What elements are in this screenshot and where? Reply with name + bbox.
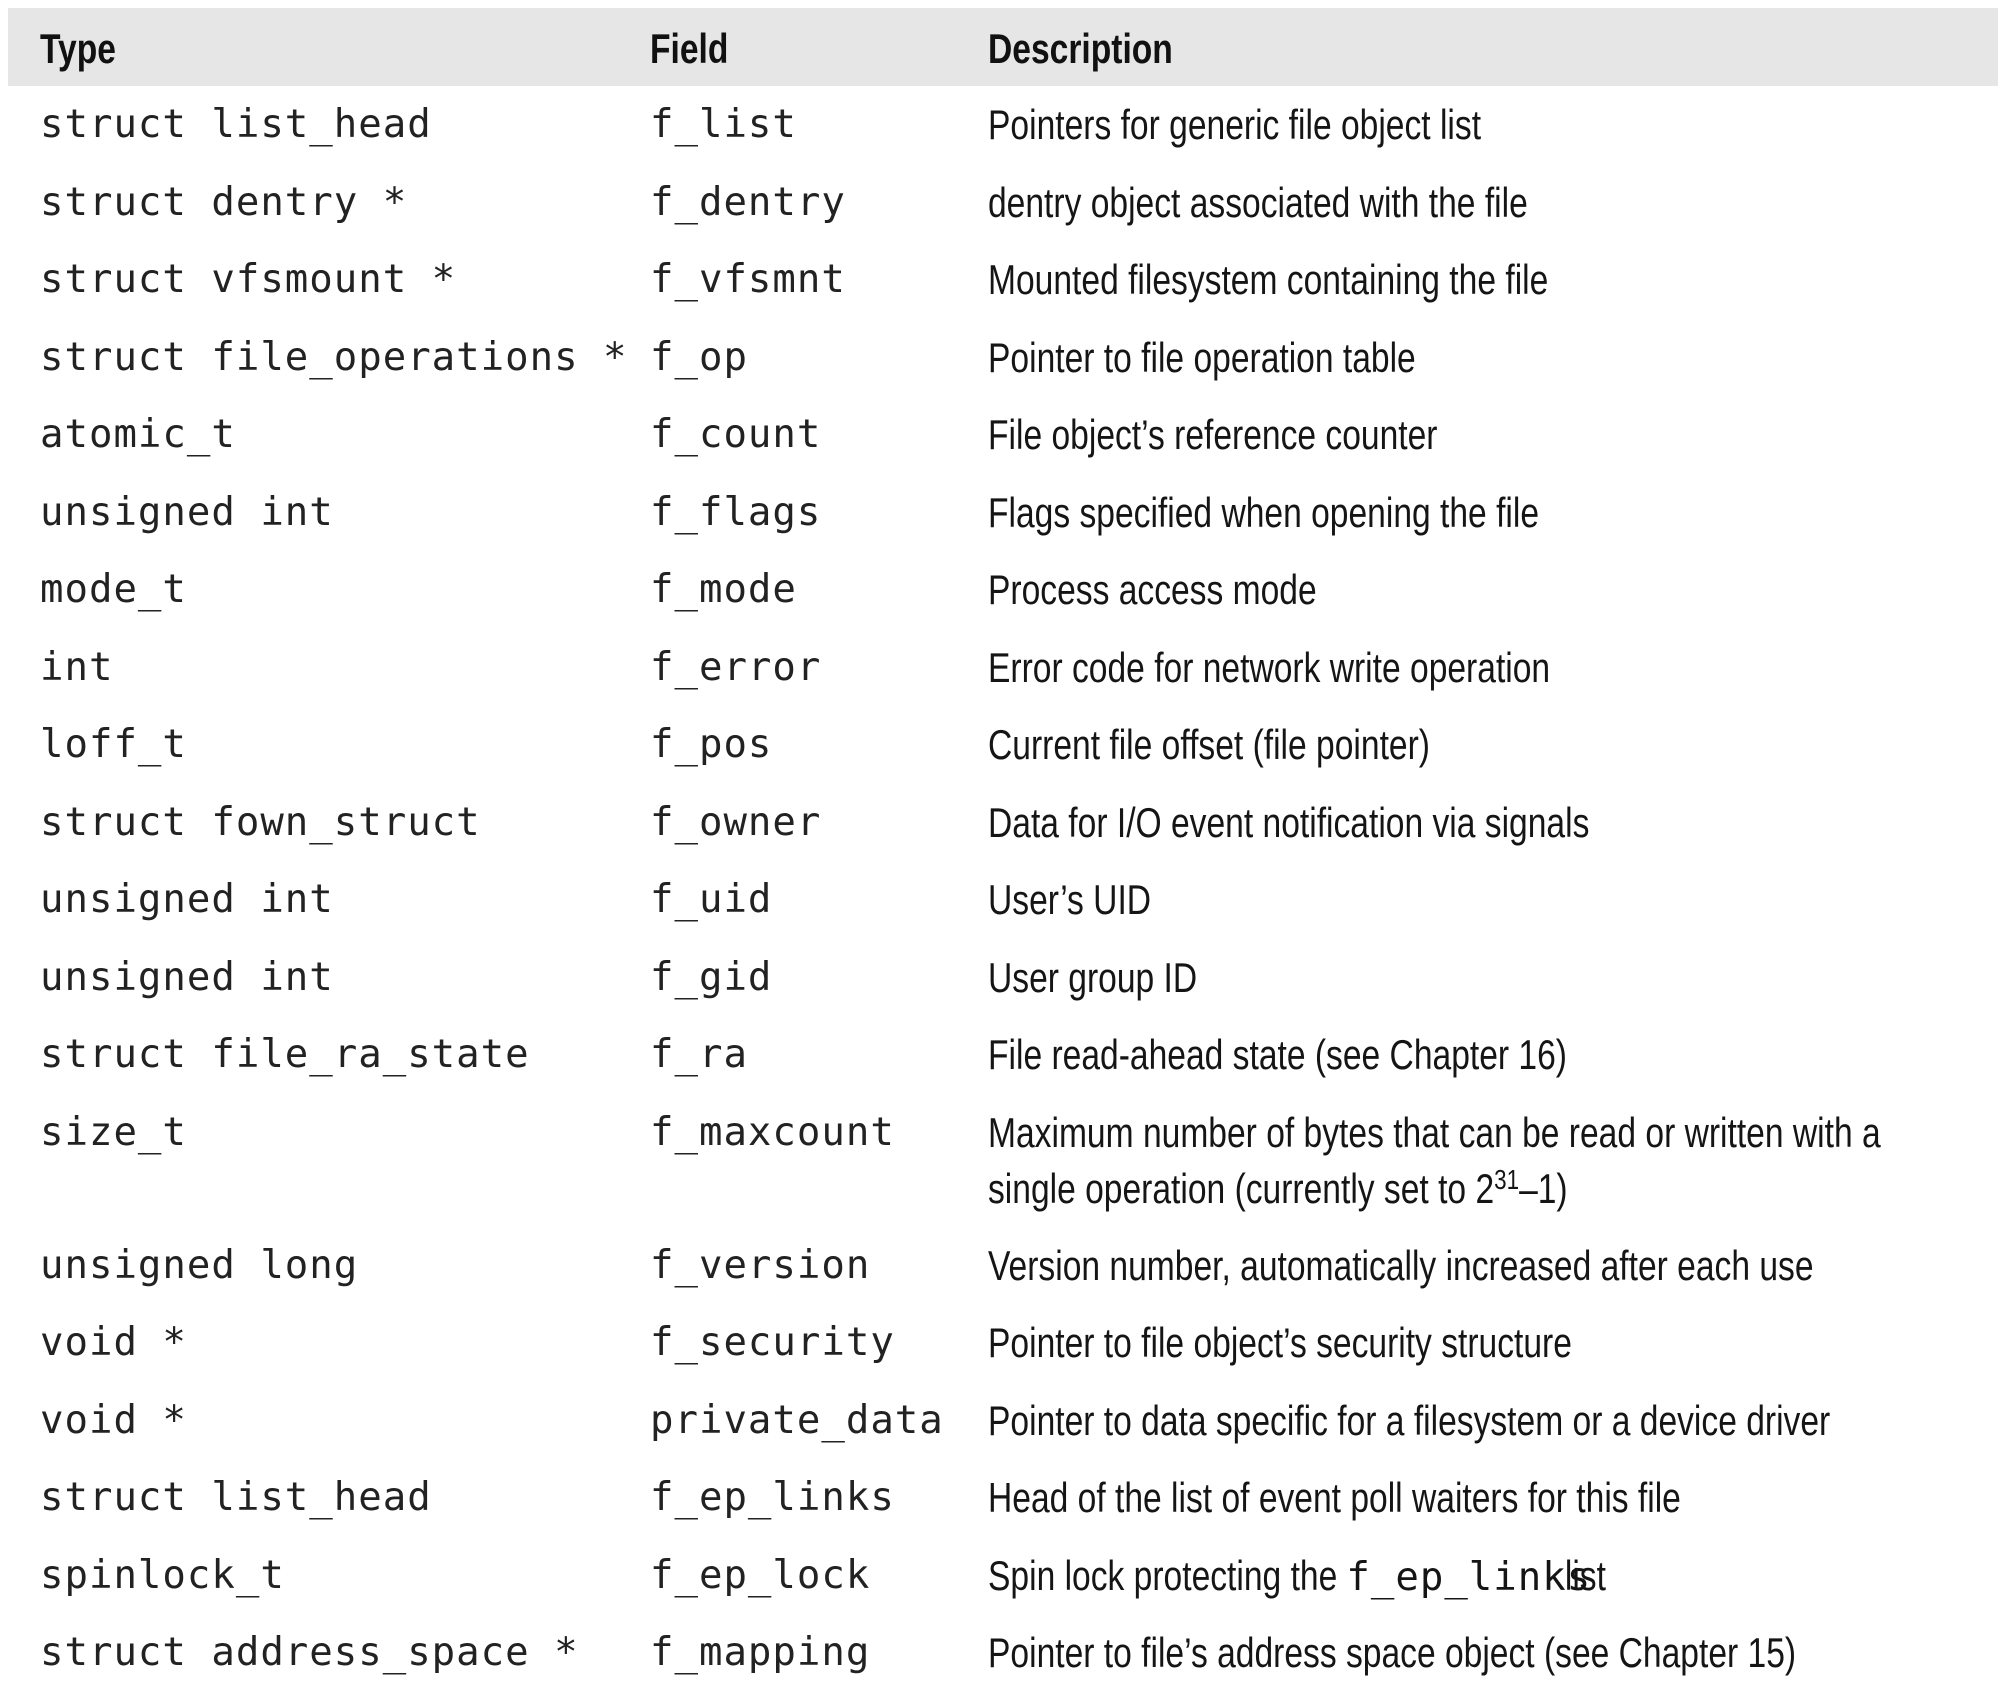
table-row: unsigned int f_gid User group ID (8, 939, 1998, 1017)
table-row: struct file_ra_state f_ra File read-ahea… (8, 1016, 1998, 1094)
cell-type: struct list_head (40, 102, 432, 147)
cell-field: f_flags (650, 489, 822, 535)
table-row: void * private_data Pointer to data spec… (8, 1382, 1998, 1460)
cell-type: struct fown_struct (40, 799, 481, 845)
cell-type: mode_t (40, 567, 187, 612)
cell-type: void * (40, 1320, 187, 1365)
cell-field: f_op (650, 334, 748, 380)
header-description: Description (988, 25, 1173, 72)
cell-field: f_ep_lock (650, 1552, 871, 1598)
cell-field: f_security (650, 1320, 895, 1365)
cell-type: struct list_head (40, 1475, 432, 1520)
file-object-fields-table: Type Field Description struct list_head … (8, 8, 1998, 1692)
cell-type: spinlock_t (40, 1552, 285, 1598)
cell-field: f_dentry (650, 179, 846, 225)
cell-description: Pointer to data specific for a filesyste… (988, 1396, 1831, 1444)
description-tail: list (1564, 1551, 1606, 1599)
table-header: Type Field Description (8, 8, 1998, 86)
cell-type: unsigned int (40, 489, 334, 535)
cell-field: f_count (650, 412, 822, 457)
cell-type: unsigned int (40, 954, 334, 1000)
cell-type: atomic_t (40, 412, 236, 457)
cell-type: unsigned int (40, 877, 334, 922)
cell-description: Current file offset (file pointer) (988, 721, 1430, 768)
table-row: struct list_head f_ep_links Head of the … (8, 1459, 1998, 1537)
cell-field: f_mapping (650, 1630, 871, 1675)
cell-type: struct vfsmount * (40, 257, 457, 302)
cell-description: Process access mode (988, 566, 1317, 613)
cell-description: Flags specified when opening the file (988, 488, 1540, 536)
cell-field: f_maxcount (650, 1109, 895, 1155)
table-row: struct file_operations * f_op Pointer to… (8, 319, 1998, 397)
cell-field: f_ep_links (650, 1475, 895, 1520)
table-row: unsigned long f_version Version number, … (8, 1227, 1998, 1305)
exponent: 31 (1494, 1163, 1520, 1195)
cell-description: Pointers for generic file object list (988, 101, 1482, 148)
table-row: size_t f_maxcount Maximum number of byte… (8, 1094, 1998, 1227)
table-row: struct address_space * f_mapping Pointer… (8, 1614, 1998, 1692)
cell-description: Error code for network write operation (988, 643, 1551, 691)
table-row: unsigned int f_flags Flags specified whe… (8, 474, 1998, 552)
cell-description: Spin lock protecting the f_ep_linkslist (988, 1537, 1964, 1616)
cell-description: Version number, automatically increased … (988, 1241, 1814, 1289)
table-row: loff_t f_pos Current file offset (file p… (8, 706, 1998, 784)
description-text: Spin lock protecting the (988, 1551, 1338, 1599)
cell-description: dentry object associated with the file (988, 178, 1528, 226)
cell-type: struct file_operations * (40, 334, 628, 380)
cell-type: void * (40, 1397, 187, 1443)
cell-field: private_data (650, 1397, 944, 1443)
table-row: int f_error Error code for network write… (8, 629, 1998, 707)
cell-type: struct address_space * (40, 1630, 579, 1675)
table-row: spinlock_t f_ep_lock Spin lock protectin… (8, 1537, 1998, 1615)
cell-type: size_t (40, 1109, 187, 1155)
cell-type: struct dentry * (40, 179, 408, 225)
table-row: struct vfsmount * f_vfsmnt Mounted files… (8, 241, 1998, 319)
cell-field: f_vfsmnt (650, 257, 846, 302)
cell-description: File object’s reference counter (988, 411, 1438, 458)
cell-field: f_gid (650, 954, 773, 1000)
description-line-2: single operation (currently set to 2 (988, 1164, 1495, 1212)
cell-description: Data for I/O event notification via sign… (988, 798, 1590, 846)
cell-description: User’s UID (988, 876, 1152, 923)
description-tail: –1) (1519, 1164, 1568, 1212)
table-row: void * f_security Pointer to file object… (8, 1304, 1998, 1382)
cell-description: Pointer to file operation table (988, 333, 1416, 381)
table-row: struct list_head f_list Pointers for gen… (8, 86, 1998, 164)
table-row: struct dentry * f_dentry dentry object a… (8, 164, 1998, 242)
cell-field: f_uid (650, 877, 773, 922)
description-line-1: Maximum number of bytes that can be read… (988, 1108, 1881, 1156)
table-row: atomic_t f_count File object’s reference… (8, 396, 1998, 474)
cell-type: int (40, 644, 114, 690)
cell-description: Pointer to file’s address space object (… (988, 1629, 1797, 1676)
cell-field: f_pos (650, 722, 773, 767)
table-row: mode_t f_mode Process access mode (8, 551, 1998, 629)
cell-description: File read-ahead state (see Chapter 16) (988, 1031, 1567, 1078)
cell-field: f_error (650, 644, 822, 690)
cell-field: f_owner (650, 799, 822, 845)
cell-field: f_ra (650, 1032, 748, 1077)
cell-type: unsigned long (40, 1242, 359, 1288)
cell-description: Head of the list of event poll waiters f… (988, 1474, 1681, 1521)
table-row: unsigned int f_uid User’s UID (8, 861, 1998, 939)
cell-field: f_list (650, 102, 797, 147)
table-row: struct fown_struct f_owner Data for I/O … (8, 784, 1998, 862)
cell-description: Maximum number of bytes that can be read… (988, 1094, 1964, 1217)
cell-field: f_mode (650, 567, 797, 612)
cell-type: struct file_ra_state (40, 1032, 530, 1077)
cell-description: User group ID (988, 953, 1198, 1001)
cell-type: loff_t (40, 722, 187, 767)
cell-description: Pointer to file object’s security struct… (988, 1319, 1572, 1366)
cell-field: f_version (650, 1242, 871, 1288)
description-code: f_ep_links (1346, 1554, 1592, 1600)
header-type: Type (40, 25, 116, 72)
cell-description: Mounted filesystem containing the file (988, 256, 1549, 303)
header-field: Field (650, 25, 729, 72)
